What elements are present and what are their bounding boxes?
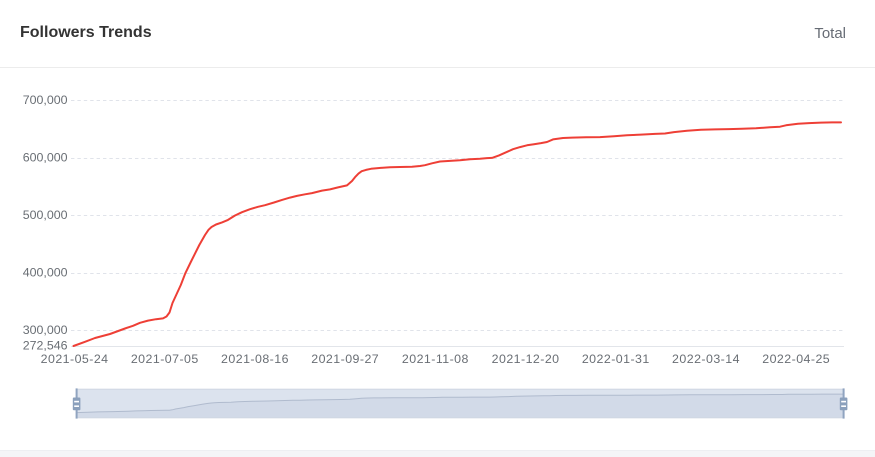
svg-text:2021-09-27: 2021-09-27 xyxy=(311,352,379,366)
svg-text:2021-07-05: 2021-07-05 xyxy=(131,352,199,366)
svg-text:600,000: 600,000 xyxy=(23,151,68,165)
svg-text:2022-01-31: 2022-01-31 xyxy=(582,352,650,366)
svg-text:2021-08-16: 2021-08-16 xyxy=(221,352,289,366)
svg-text:500,000: 500,000 xyxy=(23,208,68,222)
svg-text:2022-04-25: 2022-04-25 xyxy=(762,352,830,366)
svg-text:2021-11-08: 2021-11-08 xyxy=(402,352,469,366)
svg-text:2021-12-20: 2021-12-20 xyxy=(492,352,560,366)
svg-text:2021-05-24: 2021-05-24 xyxy=(41,352,109,366)
svg-text:700,000: 700,000 xyxy=(23,93,68,107)
svg-text:2022-03-14: 2022-03-14 xyxy=(672,352,740,366)
svg-text:300,000: 300,000 xyxy=(23,323,68,337)
svg-text:272,546: 272,546 xyxy=(23,338,68,352)
svg-text:400,000: 400,000 xyxy=(23,265,68,279)
